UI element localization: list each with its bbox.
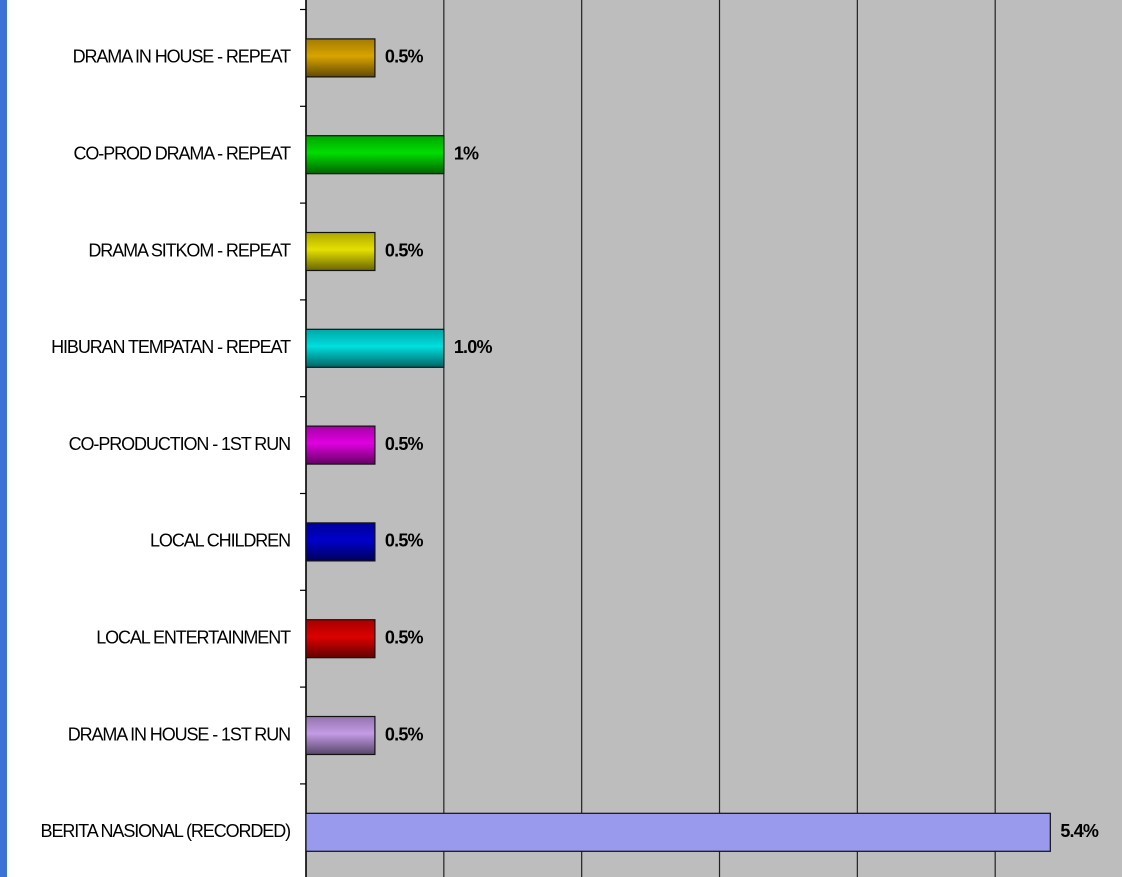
bar xyxy=(305,619,376,659)
y-tick-label: BERITA NASIONAL (RECORDED) xyxy=(41,821,291,841)
y-tick-label: CO-PRODUCTION - 1ST RUN xyxy=(69,434,290,454)
value-label: 0.5% xyxy=(385,724,424,744)
y-tick-label: DRAMA SITKOM - REPEAT xyxy=(88,240,291,260)
bar xyxy=(305,38,376,78)
y-tick-label: LOCAL CHILDREN xyxy=(150,531,290,551)
value-label: 5.4% xyxy=(1060,821,1099,841)
value-label: 0.5% xyxy=(385,531,424,551)
y-tick-label: DRAMA IN HOUSE - REPEAT xyxy=(73,47,292,67)
bar xyxy=(305,328,445,368)
bar xyxy=(305,715,376,756)
value-label: 1% xyxy=(454,143,479,163)
value-label: 1.0% xyxy=(454,337,493,357)
bar xyxy=(305,231,376,272)
value-label: 0.5% xyxy=(385,47,424,67)
bar xyxy=(305,135,445,175)
bar xyxy=(305,812,1051,852)
plot-area xyxy=(306,0,1122,877)
y-tick-label: DRAMA IN HOUSE - 1ST RUN xyxy=(68,724,290,744)
value-label: 0.5% xyxy=(385,627,424,647)
bar xyxy=(305,425,376,465)
y-tick-label: LOCAL ENTERTAINMENT xyxy=(96,627,291,647)
y-tick-label: HIBURAN TEMPATAN - REPEAT xyxy=(51,337,291,357)
bar xyxy=(305,522,376,562)
y-tick-label: CO-PROD DRAMA - REPEAT xyxy=(74,143,292,163)
window-border xyxy=(0,0,7,877)
value-label: 0.5% xyxy=(385,434,424,454)
value-label: 0.5% xyxy=(385,240,424,260)
